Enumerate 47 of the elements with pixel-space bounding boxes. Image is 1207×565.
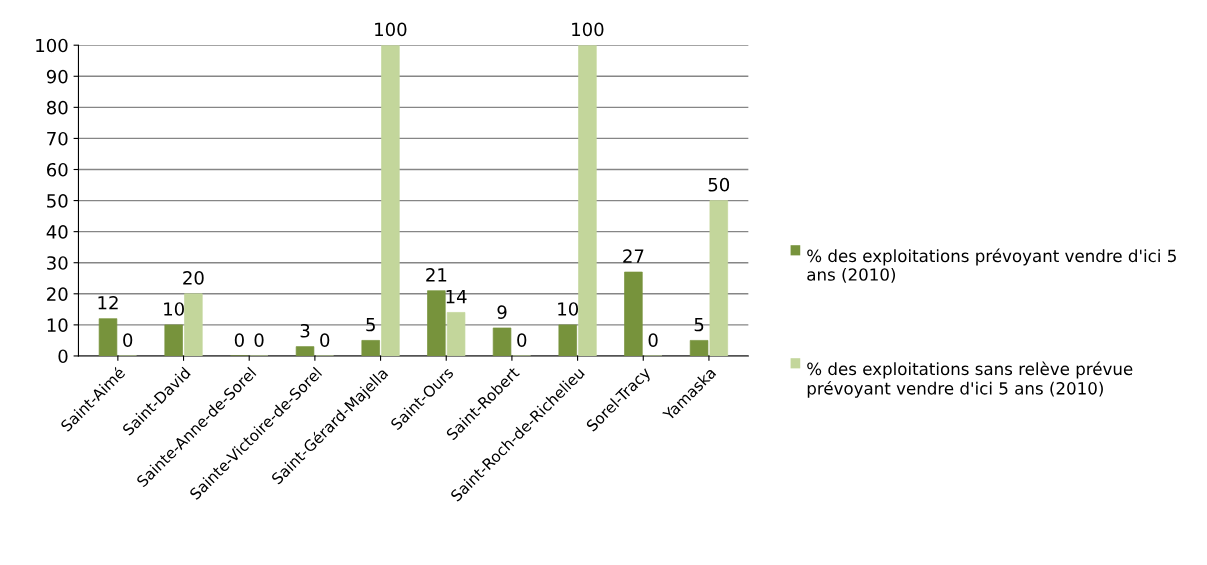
y-tick-label: 70	[47, 131, 68, 146]
data-label: 27	[623, 249, 644, 263]
data-label: 5	[366, 317, 375, 332]
bar	[446, 312, 466, 356]
y-tick-label: 90	[46, 69, 68, 84]
data-label: 5	[694, 317, 704, 332]
bar	[361, 340, 380, 356]
bar	[295, 346, 315, 356]
legend-label: % des exploitations sans relève prévue prévoyant vendre d'ici 5 ans (2010)	[807, 361, 1133, 398]
data-label: 0	[320, 333, 330, 347]
data-label: 10	[164, 302, 184, 316]
bar	[381, 45, 400, 356]
y-tick-label: 30	[47, 256, 68, 270]
data-label: 0	[234, 333, 244, 347]
bar	[578, 45, 597, 356]
y-tick-label: 40	[46, 225, 68, 239]
data-label: 0	[517, 333, 527, 347]
data-label: 10	[558, 302, 579, 316]
data-label: 100	[375, 22, 407, 37]
bar	[689, 340, 709, 356]
y-tick-label: 100	[36, 38, 68, 53]
data-label: 0	[254, 333, 264, 347]
bar	[164, 324, 183, 356]
bar	[184, 293, 203, 356]
data-label: 20	[183, 271, 204, 285]
data-label: 0	[123, 333, 133, 347]
y-tick-label: 60	[47, 162, 68, 177]
data-label: 100	[572, 22, 604, 37]
bar	[427, 290, 446, 356]
legend-label: % des exploitations prévoyant vendre d'ici 5 ans (2010)	[807, 248, 1176, 283]
data-label: 9	[497, 305, 507, 319]
y-tick-label: 50	[47, 194, 68, 208]
y-tick-label: 20	[47, 287, 68, 301]
data-label: 14	[446, 289, 467, 304]
y-tick-label: 0	[58, 349, 68, 364]
bar	[709, 200, 728, 356]
y-tick-label: 80	[46, 100, 68, 115]
data-label: 3	[300, 323, 310, 338]
bar	[624, 271, 643, 356]
data-label: 21	[426, 267, 447, 282]
y-tick-label: 10	[47, 318, 68, 332]
data-label: 0	[648, 333, 658, 347]
data-label: 50	[708, 177, 730, 192]
bar	[98, 318, 118, 356]
data-label: 12	[98, 295, 118, 310]
bar	[492, 327, 512, 356]
bar	[558, 324, 577, 356]
